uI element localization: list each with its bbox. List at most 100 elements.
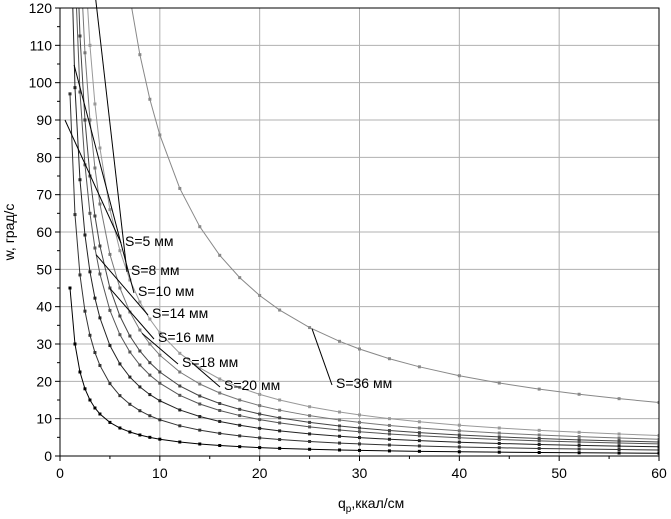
series-point xyxy=(358,430,361,434)
series-point xyxy=(148,342,152,346)
series-point xyxy=(93,102,97,106)
series-point xyxy=(98,316,102,320)
series-point xyxy=(108,208,112,212)
series-point xyxy=(118,249,122,253)
series-point xyxy=(148,317,152,321)
series-point xyxy=(88,333,92,337)
series-point xyxy=(358,413,361,417)
series-point xyxy=(138,53,142,57)
series-point xyxy=(258,412,262,416)
series-point xyxy=(108,308,112,312)
series-point xyxy=(98,146,102,150)
series-point xyxy=(128,350,132,354)
y-tick-label: 100 xyxy=(29,75,53,91)
series-point xyxy=(68,92,72,96)
leader-line xyxy=(73,64,135,294)
series-point xyxy=(138,349,142,353)
series-point xyxy=(73,342,77,346)
series-point xyxy=(497,450,501,454)
series-point xyxy=(128,402,132,406)
annotations: S=5 мм S=8 мм S=10 мм S=14 мм S=16 мм S=18 мм… xyxy=(64,0,392,393)
series-point xyxy=(118,362,122,366)
series-line xyxy=(72,8,659,448)
series-point xyxy=(238,423,242,427)
x-tick-label: 20 xyxy=(252,465,268,481)
series-point xyxy=(138,409,142,413)
series-point xyxy=(387,437,391,441)
series-point xyxy=(308,420,312,424)
series-point xyxy=(218,391,222,395)
series-point xyxy=(338,428,342,432)
series-point xyxy=(93,166,97,170)
series-point xyxy=(108,343,112,347)
series-annotation: S=8 мм xyxy=(95,0,179,278)
series-point xyxy=(457,450,461,454)
series-point xyxy=(108,420,112,424)
series-point xyxy=(83,51,87,55)
series-point xyxy=(218,419,222,423)
series-point xyxy=(158,331,162,335)
series-annotation: S=10 мм xyxy=(73,64,194,299)
series-point xyxy=(417,434,421,438)
series-point xyxy=(308,447,312,451)
series-point xyxy=(158,133,162,137)
series-point xyxy=(657,445,659,449)
leader-line xyxy=(95,0,128,273)
series-point xyxy=(358,420,361,424)
series-point xyxy=(108,286,112,290)
series-point xyxy=(78,178,82,182)
series-point xyxy=(278,416,282,420)
series-point xyxy=(98,412,102,416)
series-point xyxy=(537,446,541,450)
series-point xyxy=(148,97,152,101)
series-point xyxy=(83,233,87,237)
series-point xyxy=(657,400,659,404)
series-point xyxy=(178,393,182,397)
series-point xyxy=(178,351,182,355)
leader-line xyxy=(191,362,221,388)
series-point xyxy=(178,440,182,444)
y-tick-label: 110 xyxy=(30,37,53,53)
series-point xyxy=(577,392,581,396)
series-point xyxy=(278,438,282,442)
series-point xyxy=(108,382,112,386)
series-point xyxy=(537,428,541,432)
series-point xyxy=(308,432,312,436)
series-point xyxy=(417,420,421,424)
series-point xyxy=(497,437,501,441)
series-point xyxy=(138,433,142,437)
series-point xyxy=(218,402,222,405)
series-point xyxy=(198,402,202,406)
series-point xyxy=(138,385,142,389)
series-annotation: S=20 мм xyxy=(191,362,280,393)
series-point xyxy=(128,278,132,282)
series-point xyxy=(577,438,581,442)
series-point xyxy=(238,445,242,449)
series-point xyxy=(258,404,262,408)
series-point xyxy=(308,425,312,429)
series-point xyxy=(238,386,242,390)
series-point xyxy=(338,434,342,438)
x-axis-title: qp,ккал/см xyxy=(338,495,404,515)
series-point xyxy=(278,446,282,450)
y-tick-label: 90 xyxy=(36,112,52,128)
series-point xyxy=(278,308,282,312)
series-label: S=5 мм xyxy=(125,233,173,249)
series-point xyxy=(83,118,87,122)
series-point xyxy=(387,357,391,361)
series-point xyxy=(98,363,102,367)
series-point xyxy=(497,435,501,439)
series-point xyxy=(218,253,222,257)
series-point xyxy=(577,451,581,455)
series-point xyxy=(218,377,222,381)
x-tick-label: 0 xyxy=(56,465,64,481)
series-point xyxy=(358,442,361,446)
series-line xyxy=(87,8,659,436)
y-tick-label: 0 xyxy=(44,448,52,464)
series-point xyxy=(537,387,541,391)
series-point xyxy=(308,326,312,330)
series-layer xyxy=(68,8,659,455)
series-point xyxy=(387,432,391,436)
series-point xyxy=(128,334,132,338)
